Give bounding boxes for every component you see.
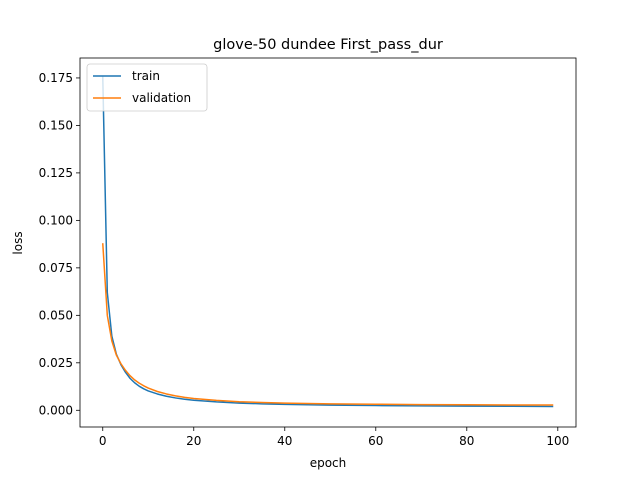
y-tick-label: 0.000	[39, 403, 73, 417]
legend-label-train: train	[132, 69, 160, 83]
x-tick-label: 40	[277, 434, 292, 448]
y-tick-label: 0.175	[39, 71, 73, 85]
y-axis-label: loss	[11, 231, 25, 254]
y-tick-label: 0.125	[39, 166, 73, 180]
x-axis-label: epoch	[310, 456, 347, 470]
x-tick-label: 60	[368, 434, 383, 448]
y-tick-label: 0.025	[39, 356, 73, 370]
y-tick-label: 0.050	[39, 308, 73, 322]
y-tick-label: 0.150	[39, 118, 73, 132]
x-axis: 0 20 40 60 80 100	[99, 427, 569, 448]
plot-frame	[79, 57, 577, 428]
plot-series	[102, 76, 554, 408]
y-tick-label: 0.075	[39, 261, 73, 275]
x-tick-label: 100	[546, 434, 569, 448]
y-tick-label: 0.100	[39, 213, 73, 227]
legend-label-validation: validation	[132, 91, 191, 105]
x-tick-label: 80	[459, 434, 474, 448]
legend: train validation	[86, 63, 208, 112]
y-axis: 0.000 0.025 0.050 0.075 0.100 0.125 0.150 0.175	[39, 71, 80, 417]
series-line-validation	[102, 243, 554, 406]
x-tick-label: 0	[99, 434, 107, 448]
x-tick-label: 20	[186, 434, 201, 448]
series-line-train	[102, 76, 554, 408]
chart-title: glove-50 dundee First_pass_dur	[213, 37, 443, 53]
